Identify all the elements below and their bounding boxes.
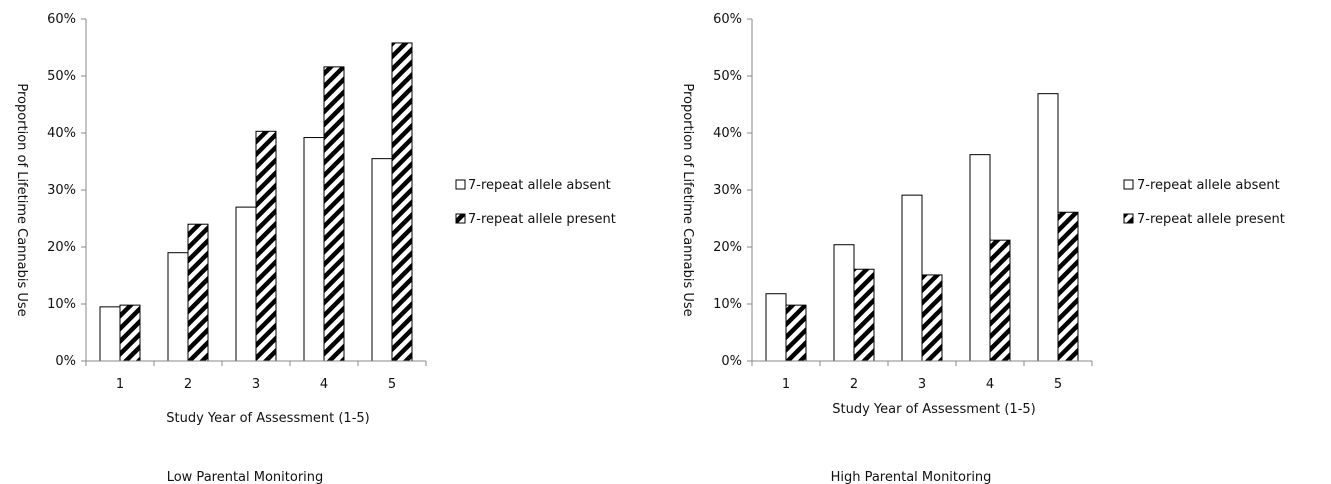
x-tick-label: 4 — [320, 377, 328, 392]
chart-title: Low Parental Monitoring — [167, 470, 324, 484]
bar-present-year-1 — [119, 304, 141, 362]
y-tick-label: 30% — [713, 183, 742, 198]
bar-present-year-4 — [989, 239, 1011, 362]
y-tick-label: 60% — [47, 12, 76, 27]
x-tick-label: 3 — [918, 377, 926, 392]
x-tick-label: 3 — [252, 377, 260, 392]
x-tick-label: 2 — [850, 377, 858, 392]
y-tick-label: 10% — [713, 297, 742, 312]
x-tick-label: 2 — [184, 377, 192, 392]
legend-swatch-absent — [1123, 179, 1134, 190]
bar-absent-year-5 — [1037, 93, 1059, 362]
y-tick-label: 20% — [713, 240, 742, 255]
y-tick-label: 60% — [713, 12, 742, 27]
y-tick-label: 50% — [713, 69, 742, 84]
y-tick-label: 40% — [713, 126, 742, 141]
bar-present-year-3 — [255, 130, 277, 362]
bar-absent-year-2 — [167, 252, 189, 362]
chart-high-parental-monitoring: Proportion of Lifetime Cannabis Use Stud… — [680, 12, 1285, 484]
bar-absent-year-1 — [765, 293, 787, 362]
legend: 7-repeat allele absent 7-repeat allele p… — [455, 178, 616, 227]
bar-absent-year-3 — [901, 194, 923, 362]
bar-absent-year-4 — [303, 137, 325, 362]
y-axis-label: Proportion of Lifetime Cannabis Use — [14, 83, 29, 316]
chart-low-parental-monitoring: Proportion of Lifetime Cannabis Use Stud… — [14, 12, 616, 484]
x-tick-label: 4 — [986, 377, 994, 392]
bar-absent-year-3 — [235, 206, 257, 362]
bar-present-year-4 — [323, 66, 345, 362]
legend-swatch-present — [1123, 213, 1134, 224]
bar-present-year-1 — [785, 304, 807, 362]
legend-swatch-absent — [455, 179, 466, 190]
legend-label-present: 7-repeat allele present — [1137, 212, 1285, 227]
y-tick-label: 10% — [47, 297, 76, 312]
bar-absent-year-5 — [371, 158, 393, 362]
bar-present-year-2 — [187, 223, 209, 362]
bar-absent-year-2 — [833, 244, 855, 362]
chart-title: High Parental Monitoring — [831, 470, 992, 484]
legend-swatch-present — [455, 213, 466, 224]
y-tick-label: 50% — [47, 69, 76, 84]
x-tick-label: 5 — [388, 377, 396, 392]
bar-present-year-2 — [853, 268, 875, 362]
y-tick-label: 20% — [47, 240, 76, 255]
y-axis-label: Proportion of Lifetime Cannabis Use — [680, 83, 695, 316]
x-axis-label: Study Year of Assessment (1-5) — [832, 402, 1035, 417]
legend-label-present: 7-repeat allele present — [468, 212, 616, 227]
x-tick-label: 1 — [782, 377, 790, 392]
legend-label-absent: 7-repeat allele absent — [468, 178, 611, 193]
x-tick-label: 5 — [1054, 377, 1062, 392]
x-tick-label: 1 — [116, 377, 124, 392]
x-axis-label: Study Year of Assessment (1-5) — [166, 411, 369, 426]
bar-absent-year-1 — [99, 306, 121, 362]
y-tick-label: 40% — [47, 126, 76, 141]
bar-present-year-5 — [391, 42, 413, 362]
bar-present-year-5 — [1057, 211, 1079, 362]
y-tick-label: 30% — [47, 183, 76, 198]
bar-present-year-3 — [921, 274, 943, 362]
bar-absent-year-4 — [969, 154, 991, 362]
y-tick-label: 0% — [55, 354, 76, 369]
y-tick-label: 0% — [721, 354, 742, 369]
legend: 7-repeat allele absent 7-repeat allele p… — [1123, 178, 1285, 227]
legend-label-absent: 7-repeat allele absent — [1137, 178, 1280, 193]
